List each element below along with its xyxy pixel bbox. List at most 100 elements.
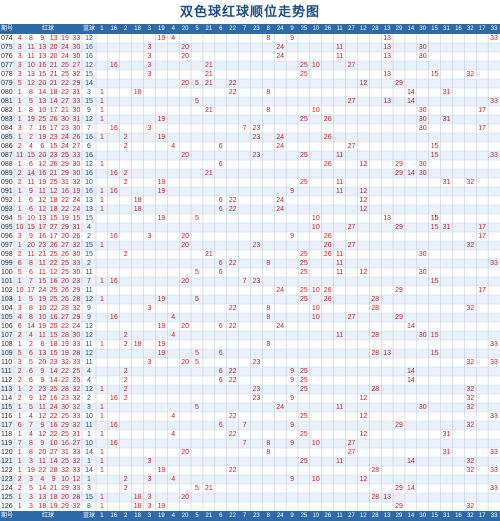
trend-grid: 期号 红球 蓝球 1 16 2 18 3 19 4 20 5 21 6 22 7 23 8 24 9 25 10 26 11 2…: [0, 24, 500, 521]
trend-mark: 5: [195, 80, 199, 87]
red-ball-number: 9: [40, 422, 44, 429]
red-ball-number: 2: [29, 134, 33, 141]
trend-mark: 26: [324, 296, 332, 303]
red-ball-number: 31: [72, 89, 80, 96]
blue-ball-number: 15: [85, 71, 93, 78]
trend-mark: 3: [148, 494, 152, 501]
red-ball-number: 11: [39, 458, 46, 465]
trend-mark: 16: [110, 440, 118, 447]
trend-mark: 12: [359, 197, 367, 204]
header-period: 期号: [1, 24, 13, 32]
red-ball-number: 32: [72, 404, 80, 411]
trend-mark: 33: [490, 413, 498, 420]
red-ball-number: 19: [27, 116, 35, 123]
trend-mark: 16: [110, 125, 118, 132]
trend-mark: 19: [157, 134, 165, 141]
red-ball-number: 2: [18, 395, 22, 402]
row-stripe: [0, 160, 500, 169]
red-ball-number: 6: [18, 422, 22, 429]
red-ball-number: 17: [27, 287, 35, 294]
header-col-26: 26: [324, 26, 331, 32]
blue-ball-number: 11: [85, 287, 92, 294]
red-ball-number: 1: [18, 188, 22, 195]
red-ball-number: 7: [29, 422, 33, 429]
trend-mark: 3: [148, 233, 152, 240]
red-ball-number: 23: [38, 242, 46, 249]
blue-ball-number: 3: [87, 89, 91, 96]
trend-mark: 21: [205, 107, 213, 114]
trend-mark: 31: [443, 116, 451, 123]
trend-mark: 30: [419, 161, 427, 168]
red-ball-number: 1: [18, 431, 22, 438]
period-number: 106: [1, 323, 13, 330]
red-ball-number: 18: [50, 89, 58, 96]
red-ball-number: 33: [72, 35, 80, 42]
row-stripe: [0, 376, 500, 385]
red-ball-number: 1: [18, 404, 22, 411]
trend-mark: 11: [336, 269, 343, 276]
trend-mark: 11: [336, 152, 343, 159]
red-ball-number: 24: [72, 323, 80, 330]
period-number: 093: [1, 206, 13, 213]
trend-mark: 1: [100, 503, 104, 510]
trend-mark: 22: [229, 197, 237, 204]
header-col-30: 30: [419, 513, 426, 519]
red-ball-number: 20: [61, 278, 69, 285]
trend-mark: 21: [205, 71, 213, 78]
header-col-29: 29: [396, 26, 403, 32]
red-ball-number: 29: [72, 80, 80, 87]
red-ball-number: 23: [61, 125, 69, 132]
row-stripe: [0, 421, 500, 430]
red-ball-number: 20: [61, 233, 69, 240]
trend-mark: 23: [253, 134, 261, 141]
trend-mark: 32: [466, 458, 474, 465]
trend-mark: 32: [466, 467, 474, 474]
header-col-5: 5: [195, 26, 199, 32]
row-stripe: [0, 250, 500, 259]
trend-mark: 4: [171, 332, 175, 339]
red-ball-number: 33: [72, 413, 80, 420]
blue-ball-number: 15: [85, 242, 93, 249]
red-ball-number: 5: [18, 215, 22, 222]
red-ball-number: 17: [38, 224, 46, 231]
row-stripe: [0, 106, 500, 115]
red-ball-number: 12: [38, 431, 46, 438]
red-ball-number: 25: [38, 116, 46, 123]
red-ball-number: 25: [50, 251, 58, 258]
header-col-15: 15: [431, 26, 438, 32]
trend-mark: 10: [312, 215, 320, 222]
trend-mark: 32: [466, 179, 474, 186]
trend-mark: 18: [134, 206, 142, 213]
red-ball-number: 30: [72, 53, 80, 60]
header-col-8: 8: [267, 513, 271, 519]
red-ball-number: 29: [61, 422, 69, 429]
trend-mark: 1: [100, 296, 104, 303]
red-ball-number: 9: [29, 188, 33, 195]
red-ball-number: 9: [29, 395, 33, 402]
trend-mark: 1: [100, 134, 104, 141]
header-col-9: 9: [290, 513, 294, 519]
red-ball-number: 22: [50, 260, 58, 267]
red-ball-number: 1: [18, 467, 22, 474]
trend-mark: 1: [100, 161, 104, 168]
red-ball-number: 28: [72, 350, 80, 357]
trend-mark: 1: [100, 404, 104, 411]
header-col-16: 16: [110, 26, 117, 32]
row-stripe: [0, 34, 500, 43]
red-ball-number: 13: [38, 350, 46, 357]
red-ball-number: 28: [50, 467, 58, 474]
red-ball-number: 29: [61, 503, 69, 510]
header-red: 红球: [42, 511, 54, 519]
trend-mark: 11: [336, 251, 343, 258]
trend-mark: 25: [300, 251, 308, 258]
red-ball-number: 15: [27, 224, 35, 231]
trend-mark: 15: [431, 278, 439, 285]
red-ball-number: 25: [50, 287, 58, 294]
row-stripe: [0, 403, 500, 412]
row-stripe: [0, 241, 500, 250]
red-ball-number: 2: [18, 170, 22, 177]
red-ball-number: 25: [61, 431, 69, 438]
trend-mark: 2: [124, 485, 128, 492]
red-ball-number: 21: [50, 71, 58, 78]
header-col-28: 28: [372, 513, 379, 519]
